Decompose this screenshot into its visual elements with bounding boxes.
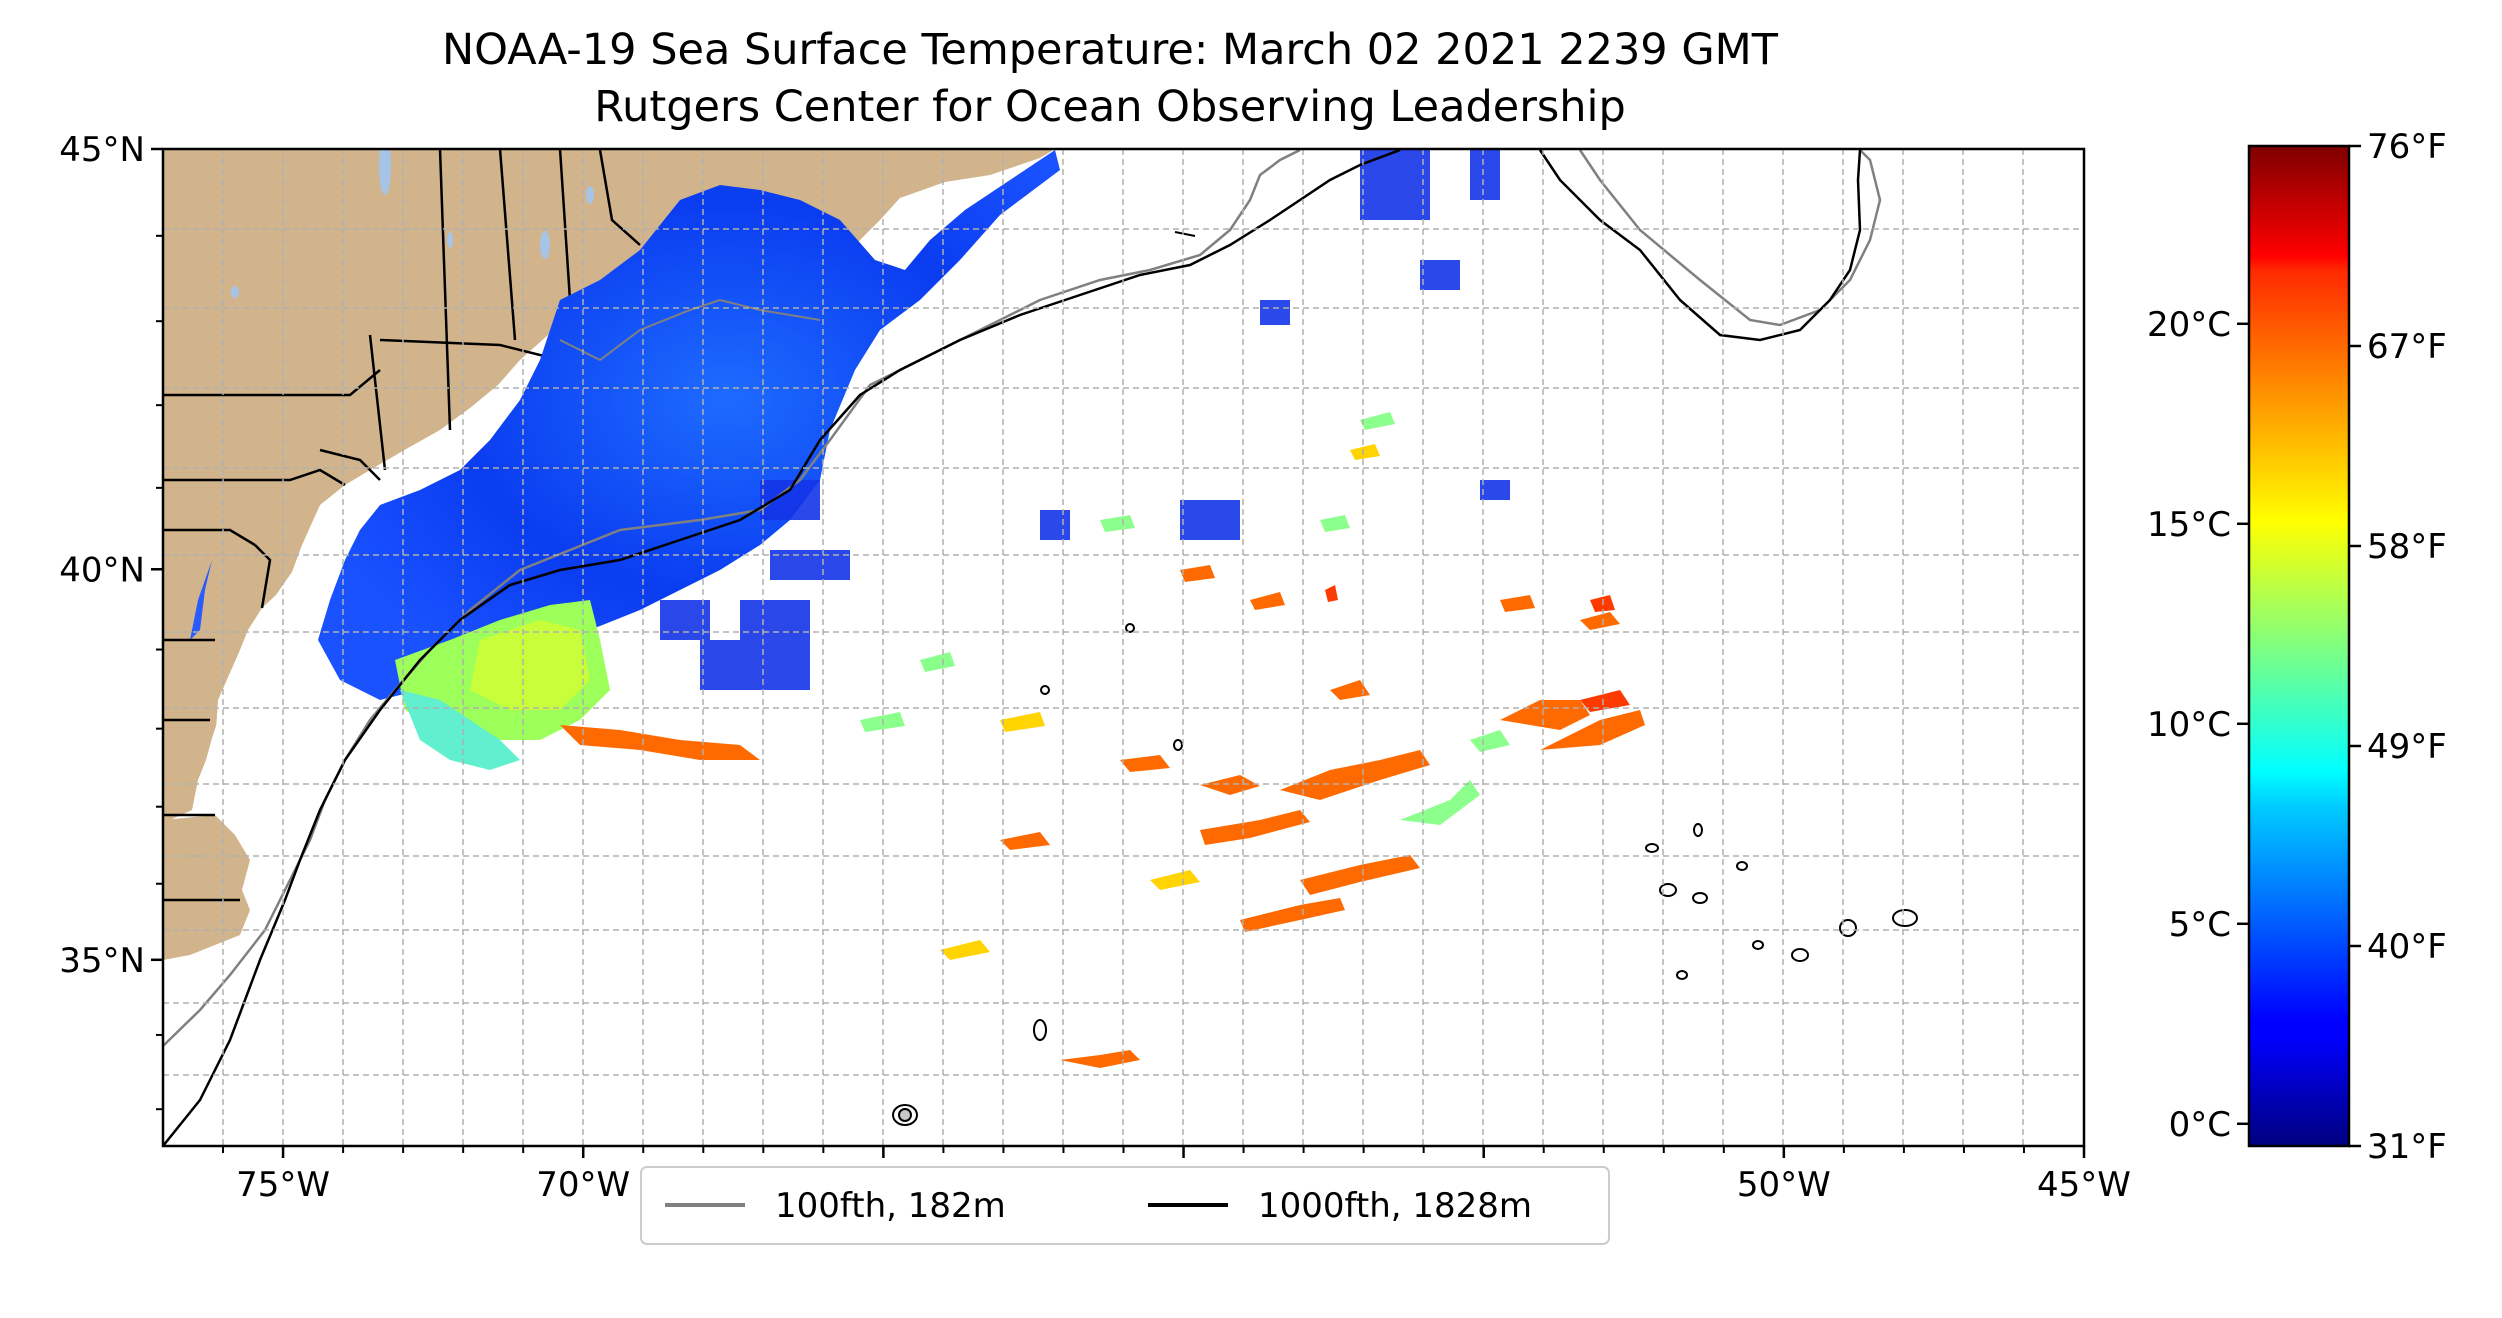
colorbar-celsius-label: 20°C xyxy=(2147,305,2231,345)
lon-tick-label: 75°W xyxy=(236,1165,330,1205)
lon-tick-label: 70°W xyxy=(536,1165,630,1205)
colorbar-celsius-label: 15°C xyxy=(2147,505,2231,545)
lat-tick-label: 35°N xyxy=(59,941,145,981)
colorbar-fahrenheit-label: 49°F xyxy=(2367,727,2447,767)
seamount-contours xyxy=(892,231,1918,1126)
map-area xyxy=(163,149,2084,1146)
lat-tick-label: 45°N xyxy=(59,130,145,170)
colorbar-celsius-label: 10°C xyxy=(2147,705,2231,745)
legend-box xyxy=(640,1166,1610,1245)
title-line-2: Rutgers Center for Ocean Observing Leade… xyxy=(594,82,1626,132)
colorbar-fahrenheit-label: 31°F xyxy=(2367,1127,2447,1167)
legend-label-1000fth: 1000fth, 1828m xyxy=(1258,1186,1532,1226)
colorbar-celsius-label: 0°C xyxy=(2169,1105,2231,1145)
lon-tick-label: 45°W xyxy=(2037,1165,2131,1205)
colorbar-celsius-label: 5°C xyxy=(2169,905,2231,945)
state-borders xyxy=(163,149,641,902)
land-north-america xyxy=(163,149,1055,820)
colorbar-fahrenheit-label: 58°F xyxy=(2367,527,2447,567)
sst-shelf-cold-water xyxy=(318,150,1060,700)
colorbar-gradient xyxy=(2247,144,2351,1148)
colorbar-fahrenheit-label: 40°F xyxy=(2367,927,2447,967)
legend: 100fth, 182m 1000fth, 1828m xyxy=(640,1166,1610,1245)
lakes xyxy=(231,149,594,298)
lon-tick-label: 50°W xyxy=(1737,1165,1831,1205)
colorbar: 0°C 5°C 10°C 15°C 20°C 31°F 40°F 49°F 58°F 67°F 7… xyxy=(2147,127,2447,1167)
colorbar-celsius-ticks: 0°C 5°C 10°C 15°C 20°C xyxy=(2147,305,2249,1145)
isobath-100fth xyxy=(163,149,1301,1047)
sst-warm-patches xyxy=(560,565,1645,1068)
isobath-1000fth xyxy=(163,149,1401,1146)
graticule xyxy=(163,149,2084,1146)
latitude-axis: 45°N 40°N 35°N xyxy=(59,130,163,1111)
land-carolinas xyxy=(163,815,250,960)
colorbar-fahrenheit-label: 76°F xyxy=(2367,127,2447,167)
legend-label-100fth: 100fth, 182m xyxy=(775,1186,1006,1226)
colorbar-fahrenheit-label: 67°F xyxy=(2367,327,2447,367)
colorbar-fahrenheit-ticks: 31°F 40°F 49°F 58°F 67°F 76°F xyxy=(2349,127,2447,1167)
title-line-1: NOAA-19 Sea Surface Temperature: March 0… xyxy=(442,25,1779,75)
lat-tick-label: 40°N xyxy=(59,550,145,590)
